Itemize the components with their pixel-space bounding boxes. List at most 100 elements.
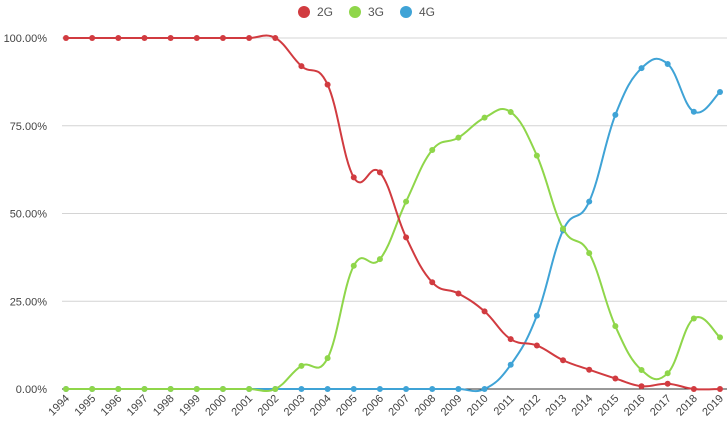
data-point-3g[interactable] <box>324 355 331 362</box>
data-point-2g[interactable] <box>272 35 279 41</box>
data-point-2g[interactable] <box>664 380 671 387</box>
legend-marker-4g <box>400 6 412 18</box>
data-point-4g[interactable] <box>638 65 645 72</box>
data-point-2g[interactable] <box>115 35 122 41</box>
data-point-3g[interactable] <box>350 262 357 269</box>
x-tick-label: 2011 <box>492 393 517 418</box>
x-tick-label: 2016 <box>622 393 648 419</box>
legend-item-4g[interactable]: 4G <box>400 5 435 19</box>
data-point-2g[interactable] <box>376 169 383 176</box>
x-tick-label: 1999 <box>177 393 203 419</box>
x-tick-label: 1995 <box>72 393 98 419</box>
data-point-3g[interactable] <box>533 152 540 159</box>
data-point-2g[interactable] <box>403 234 410 241</box>
x-tick-label: 1994 <box>46 393 72 419</box>
data-point-4g[interactable] <box>690 108 697 115</box>
data-point-2g[interactable] <box>350 174 357 181</box>
data-point-4g[interactable] <box>376 386 383 392</box>
data-point-4g[interactable] <box>533 312 540 319</box>
data-point-2g[interactable] <box>324 81 331 88</box>
data-point-4g[interactable] <box>403 386 410 392</box>
x-tick-label: 2002 <box>256 393 282 419</box>
x-tick-label: 2008 <box>413 393 439 419</box>
data-point-3g[interactable] <box>664 370 671 377</box>
x-tick-label: 2017 <box>648 393 674 419</box>
data-point-2g[interactable] <box>481 308 488 315</box>
y-tick-label: 100.00% <box>4 33 48 45</box>
data-point-2g[interactable] <box>429 279 436 286</box>
data-point-2g[interactable] <box>89 35 96 41</box>
y-axis: 0.00% 25.00% 50.00% 75.00% 100.00% <box>4 33 48 396</box>
data-point-2g[interactable] <box>533 342 540 349</box>
data-point-3g[interactable] <box>298 362 305 369</box>
data-point-4g[interactable] <box>481 386 488 392</box>
data-point-3g[interactable] <box>89 386 96 392</box>
x-tick-label: 2015 <box>596 393 622 419</box>
data-point-3g[interactable] <box>612 323 619 330</box>
data-point-3g[interactable] <box>63 386 69 392</box>
data-point-3g[interactable] <box>141 386 148 392</box>
x-tick-label: 1998 <box>151 393 177 419</box>
data-point-3g[interactable] <box>246 386 253 392</box>
data-point-4g[interactable] <box>717 89 723 96</box>
data-point-2g[interactable] <box>167 35 174 41</box>
data-point-2g[interactable] <box>507 336 514 343</box>
x-tick-label: 2010 <box>465 393 491 419</box>
data-point-2g[interactable] <box>638 383 645 390</box>
data-point-2g[interactable] <box>193 35 200 41</box>
data-point-2g[interactable] <box>717 386 723 392</box>
data-point-2g[interactable] <box>141 35 148 41</box>
data-point-4g[interactable] <box>455 386 462 392</box>
data-point-2g[interactable] <box>246 35 253 41</box>
data-point-4g[interactable] <box>350 386 357 392</box>
x-tick-label: 2013 <box>543 393 569 419</box>
legend-item-3g[interactable]: 3G <box>349 5 384 19</box>
data-point-3g[interactable] <box>272 386 279 392</box>
data-point-3g[interactable] <box>115 386 122 392</box>
data-point-4g[interactable] <box>429 386 436 392</box>
x-tick-label: 2019 <box>700 393 726 419</box>
x-tick-label: 2006 <box>360 393 386 419</box>
data-point-2g[interactable] <box>612 375 619 382</box>
y-tick-label: 75.00% <box>10 121 48 133</box>
series-3g <box>63 108 723 393</box>
data-point-3g[interactable] <box>690 315 697 322</box>
legend-label-4g: 4G <box>419 5 435 19</box>
data-point-2g[interactable] <box>690 386 697 392</box>
data-point-4g[interactable] <box>664 60 671 67</box>
data-point-2g[interactable] <box>586 366 593 373</box>
data-point-2g[interactable] <box>219 35 226 41</box>
legend: 2G 3G 4G <box>298 5 435 19</box>
legend-marker-2g <box>298 6 310 18</box>
data-point-3g[interactable] <box>403 198 410 205</box>
legend-item-2g[interactable]: 2G <box>298 5 333 19</box>
series-line-2g <box>65 34 721 391</box>
data-point-3g[interactable] <box>481 114 488 121</box>
data-point-3g[interactable] <box>638 367 645 374</box>
data-point-3g[interactable] <box>560 225 567 232</box>
x-tick-label: 2000 <box>203 393 229 419</box>
grid <box>62 37 727 390</box>
data-point-3g[interactable] <box>193 386 200 392</box>
legend-marker-3g <box>349 6 361 18</box>
data-point-2g[interactable] <box>560 357 567 364</box>
data-point-4g[interactable] <box>612 111 619 118</box>
data-point-2g[interactable] <box>298 63 305 70</box>
y-tick-label: 0.00% <box>16 384 47 396</box>
series-2g <box>63 34 723 392</box>
data-point-3g[interactable] <box>429 146 436 153</box>
data-point-3g[interactable] <box>507 109 514 116</box>
data-point-2g[interactable] <box>63 35 69 41</box>
data-point-4g[interactable] <box>324 386 331 392</box>
data-point-4g[interactable] <box>586 198 593 205</box>
data-point-3g[interactable] <box>717 334 723 341</box>
data-point-3g[interactable] <box>167 386 174 392</box>
series-line-3g <box>66 108 721 393</box>
data-point-4g[interactable] <box>507 361 514 368</box>
data-point-3g[interactable] <box>586 250 593 257</box>
data-point-3g[interactable] <box>219 386 226 392</box>
data-point-2g[interactable] <box>455 290 462 297</box>
data-point-3g[interactable] <box>376 256 383 263</box>
data-point-3g[interactable] <box>455 134 462 141</box>
data-point-4g[interactable] <box>298 386 305 392</box>
